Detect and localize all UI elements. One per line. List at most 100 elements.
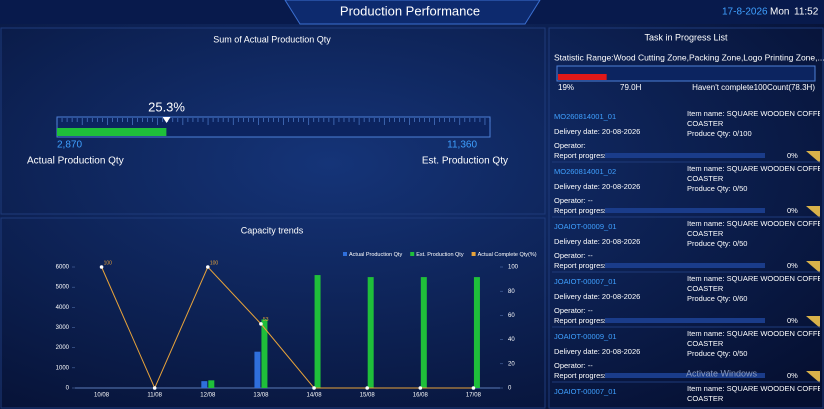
task-title: Task in Progress List (644, 32, 728, 42)
item-name: COASTER (687, 174, 724, 183)
legend-swatch (343, 252, 347, 256)
item-flag (806, 371, 820, 383)
header-time: 11:52 (794, 7, 819, 18)
item-name: Item name: SQUARE WOODEN COFFEE (687, 109, 824, 118)
bar (201, 381, 208, 388)
y2-tick-label: 60 (508, 313, 515, 319)
y-tick-label: 1000 (56, 365, 70, 371)
header-title: Production Performance (340, 3, 480, 18)
actual-value: 2,870 (57, 140, 82, 151)
item-name: COASTER (687, 229, 724, 238)
item-flag (806, 151, 820, 163)
x-tick-label: 17/08 (466, 393, 482, 399)
point-label: 53 (263, 317, 269, 323)
chart-title: Capacity trends (241, 225, 304, 235)
item-flag (806, 316, 820, 328)
item-order: JOAIOT-00007_01 (554, 277, 617, 286)
item-operator: Operator: -- (554, 196, 593, 205)
line-point (259, 322, 263, 326)
task-items: Report progress: 0% MO260814001_01 Item nam… (552, 109, 824, 403)
item-percent: 0% (787, 151, 798, 160)
summary-panel (0, 27, 546, 215)
y-tick-label: 4000 (56, 305, 70, 311)
line-point (99, 265, 104, 269)
item-name: Item name: SQUARE WOODEN COFFEE (687, 329, 824, 338)
item-percent: 0% (787, 371, 798, 380)
y-tick-label: 2000 (56, 345, 70, 351)
header-date: 17-8-2026 (722, 7, 768, 18)
item-name: Item name: SQUARE WOODEN COFFEE (687, 219, 824, 228)
item-delivery: Delivery date: 20-08-2026 (554, 127, 640, 136)
x-tick-label: 14/08 (307, 393, 323, 399)
chart-panel (0, 217, 546, 409)
item-name: COASTER (687, 339, 724, 348)
x-tick-label: 11/08 (147, 393, 162, 399)
y2-tick-label: 80 (508, 289, 515, 295)
bar (254, 351, 261, 388)
item-name: Item name: SQUARE WOODEN COFFEE (687, 164, 824, 173)
line-point (312, 386, 316, 390)
line (101, 266, 474, 390)
estimated-label: Est. Production Qty (422, 156, 508, 167)
statistic-range: Statistic Range:Wood Cutting Zone,Packin… (554, 52, 824, 62)
x-tick-label: 10/08 (94, 393, 110, 399)
y2-tick-label: 0 (508, 386, 512, 392)
item-progress-track (605, 318, 765, 323)
item-progress-track (605, 153, 765, 158)
item-operator: Operator: (554, 141, 586, 150)
item-name: COASTER (687, 394, 724, 403)
item-order: JOAIOT-00009_01 (554, 222, 617, 231)
x-tick-label: 15/08 (360, 393, 376, 399)
line-point (418, 386, 423, 390)
item-operator: Operator: -- (554, 306, 593, 315)
item-progress-track (605, 208, 765, 213)
bar (473, 277, 480, 388)
y-tick-label: 0 (66, 386, 70, 392)
legend-swatch (471, 252, 476, 256)
legend-label: Est. Production Qty (416, 252, 464, 258)
item-percent: 0% (787, 261, 798, 270)
header-weekday: Mon (770, 7, 789, 18)
bar (420, 277, 427, 388)
item-report: Report progress: (554, 151, 610, 160)
item-operator: Operator: -- (554, 251, 593, 260)
y-tick-label: 6000 (56, 265, 70, 271)
legend-label: Actual Complete Qty(%) (478, 252, 537, 258)
item-delivery: Delivery date: 20-08-2026 (554, 182, 640, 191)
point-label: 100 (210, 260, 219, 266)
actual-label: Actual Production Qty (27, 156, 124, 167)
task-bar-fill (558, 74, 607, 80)
item-qty: Produce Qty: 0/50 (687, 239, 747, 248)
task-percent: 19% (558, 83, 574, 92)
item-flag (806, 206, 820, 218)
item-report: Report progress: (554, 371, 610, 380)
bar (208, 380, 215, 388)
item-delivery: Delivery date: 20-08-2026 (554, 237, 640, 246)
y-tick-label: 5000 (56, 285, 70, 291)
actual-fill (57, 128, 167, 136)
item-flag (806, 261, 820, 273)
item-name: Item name: SQUARE WOODEN COFFEE (687, 274, 824, 283)
summary-title: Sum of Actual Production Qty (213, 34, 331, 44)
percent-marker (162, 117, 171, 123)
legend-label: Actual Production Qty (349, 252, 402, 258)
line-point (471, 386, 476, 390)
item-qty: Produce Qty: 0/50 (687, 184, 747, 193)
x-tick-label: 16/08 (413, 393, 429, 399)
line-point (206, 265, 210, 269)
item-percent: 0% (787, 316, 798, 325)
task-remaining: Haven't complete100Count(78.3H) (692, 83, 815, 92)
task-hours: 79.0H (620, 83, 642, 92)
task-bar-track (556, 65, 816, 82)
item-progress-track (605, 263, 765, 268)
item-order: MO260814001_02 (554, 167, 616, 176)
item-order: JOAIOT-00009_01 (554, 332, 617, 341)
item-qty: Produce Qty: 0/60 (687, 294, 747, 303)
item-order: MO260814001_01 (554, 112, 616, 121)
x-tick-label: 13/08 (253, 393, 269, 399)
bar (314, 275, 321, 388)
item-progress-track (605, 373, 765, 378)
item-operator: Operator: -- (554, 361, 593, 370)
item-name: Item name: SQUARE WOODEN COFFEE (687, 384, 824, 393)
